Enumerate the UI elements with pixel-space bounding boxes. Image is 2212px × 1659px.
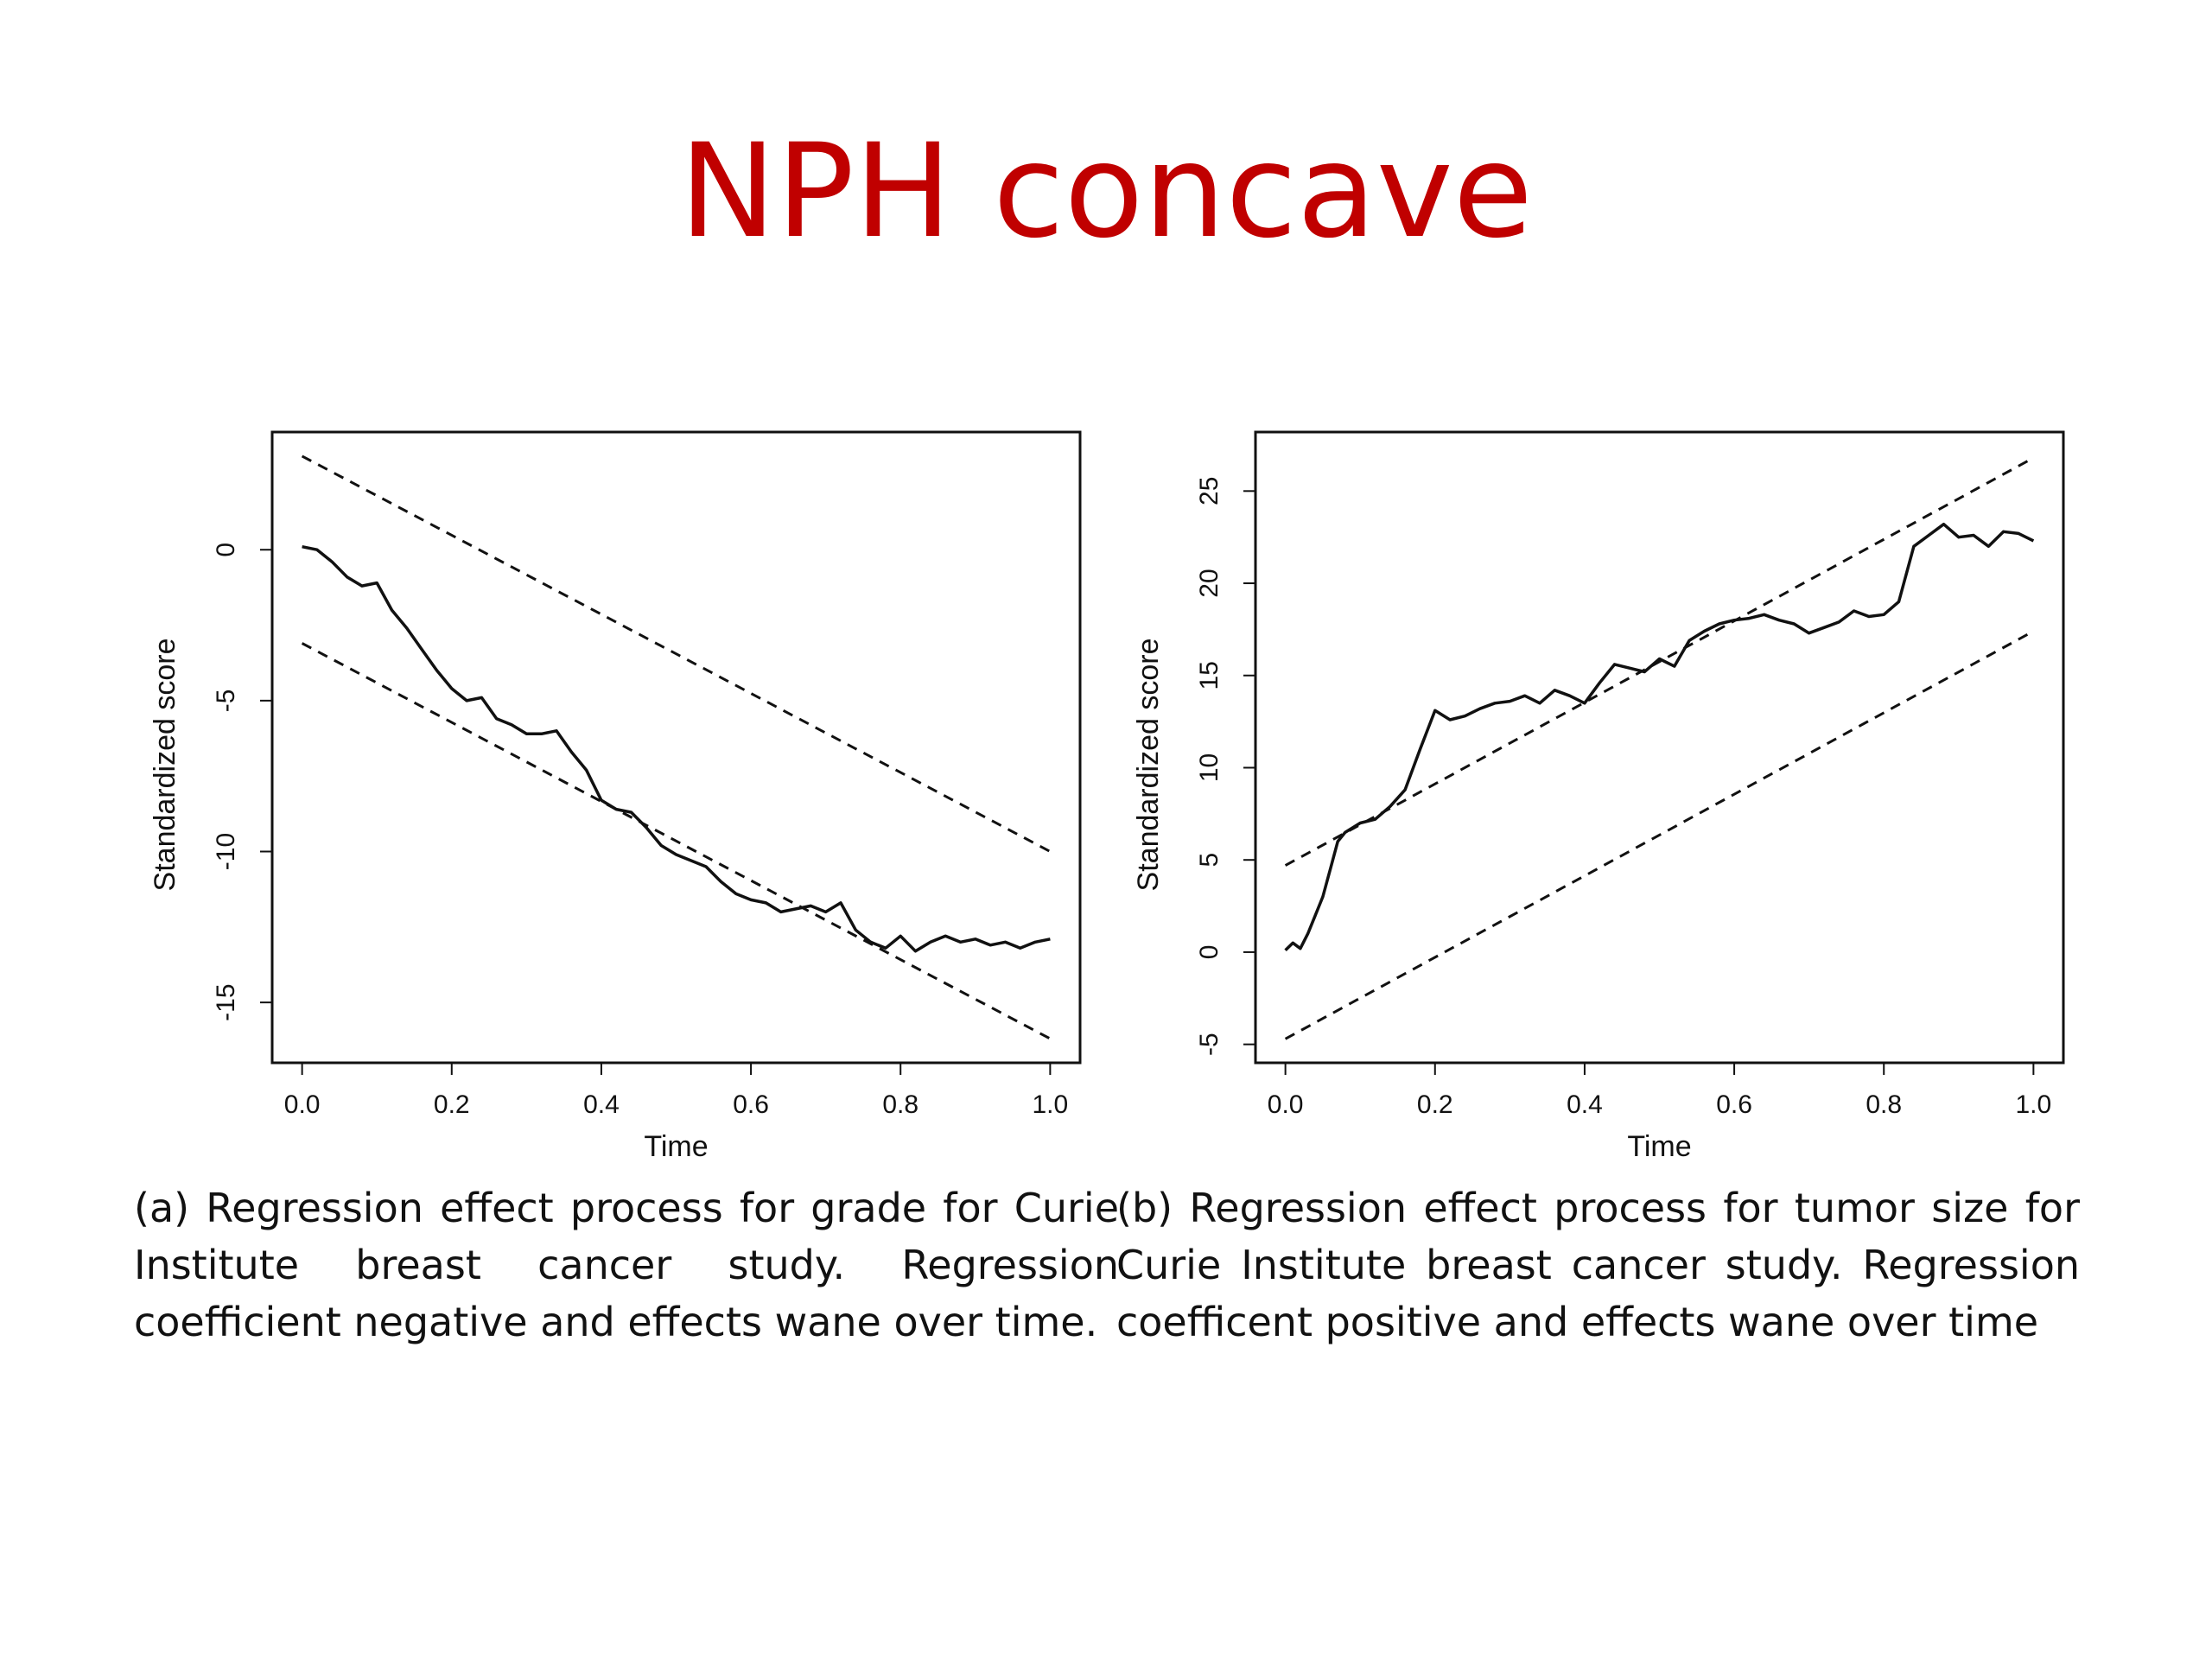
caption-a: (a) Regression effect process for grade … bbox=[134, 1185, 1119, 1345]
confidence-bound-line bbox=[301, 642, 1052, 1040]
x-tick-label: 1.0 bbox=[1033, 1090, 1069, 1119]
score-process-line bbox=[1284, 522, 2035, 952]
y-tick-label: 15 bbox=[1195, 661, 1224, 690]
plot-frame bbox=[270, 430, 1082, 1065]
y-tick-label: 0 bbox=[212, 543, 240, 557]
y-tick-label: -5 bbox=[212, 690, 240, 713]
x-tick-label: 0.0 bbox=[284, 1090, 321, 1119]
x-tick-label: 0.0 bbox=[1268, 1090, 1304, 1119]
slide-title: NPH concave bbox=[679, 117, 1533, 267]
x-tick-label: 0.4 bbox=[1567, 1090, 1603, 1119]
chart-panel-a: 0.0 0.2 0.4 0.6 0.8 1.0 0 -5 -10 -15 Time Standardi… bbox=[149, 430, 1082, 1163]
x-tick-label: 0.2 bbox=[1417, 1090, 1453, 1119]
y-tick-label: 20 bbox=[1195, 569, 1224, 597]
y-tick-label: 10 bbox=[1195, 753, 1224, 782]
y-tick-label: 5 bbox=[1195, 853, 1224, 868]
y-tick-label: 0 bbox=[1195, 945, 1224, 960]
y-tick-label: 25 bbox=[1195, 477, 1224, 505]
confidence-bound-line bbox=[1284, 456, 2035, 867]
x-tick-label: 1.0 bbox=[2016, 1090, 2052, 1119]
caption-b: (b) Regression effect process for tumor … bbox=[1116, 1185, 2080, 1345]
y-axis-title: Standardized score bbox=[1132, 639, 1165, 892]
y-tick-label: -15 bbox=[212, 983, 240, 1020]
x-axis-title: Time bbox=[1627, 1130, 1691, 1163]
x-tick-label: 0.8 bbox=[1866, 1090, 1902, 1119]
confidence-bound-line bbox=[301, 454, 1052, 853]
x-tick-label: 0.8 bbox=[882, 1090, 918, 1119]
confidence-bound-line bbox=[1284, 630, 2035, 1040]
y-axis-title: Standardized score bbox=[149, 639, 181, 892]
x-tick-label: 0.6 bbox=[1716, 1090, 1752, 1119]
x-tick-label: 0.2 bbox=[434, 1090, 470, 1119]
x-tick-label: 0.4 bbox=[583, 1090, 620, 1119]
y-tick-label: -10 bbox=[212, 833, 240, 870]
score-process-line bbox=[302, 544, 1051, 953]
x-axis-title: Time bbox=[644, 1130, 708, 1163]
x-tick-label: 0.6 bbox=[733, 1090, 769, 1119]
chart-panel-b: 0.0 0.2 0.4 0.6 0.8 1.0 -5 0 5 10 15 20 25 Time Standa… bbox=[1132, 430, 2065, 1163]
y-tick-label: -5 bbox=[1195, 1033, 1224, 1056]
